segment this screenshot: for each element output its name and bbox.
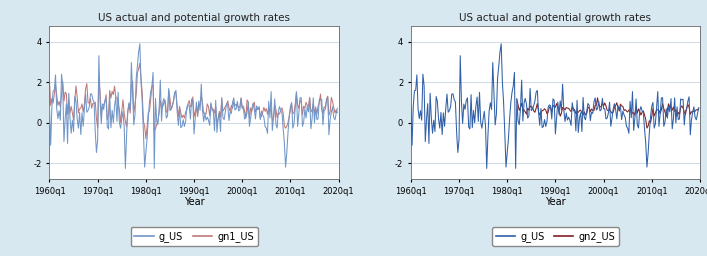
g_US [419,73,427,76]
g_US [507,101,515,104]
X-axis label: Year: Year [184,197,204,207]
g_US [315,97,324,100]
X-axis label: Year: Year [545,197,566,207]
Line: gn2_US: gn2_US [517,98,699,128]
g_US [333,107,341,110]
gn1_US [238,105,247,109]
gn2_US [694,106,703,110]
g_US [677,97,685,100]
gn1_US [57,93,66,97]
g_US [91,131,100,134]
g_US [482,167,491,170]
gn1_US [45,79,54,82]
g_US [426,92,434,95]
gn1_US [91,101,100,104]
g_US [497,42,506,45]
g_US [136,42,144,45]
gn2_US [674,111,682,114]
g_US [452,131,461,134]
g_US [45,104,54,108]
Title: US actual and potential growth rates: US actual and potential growth rates [460,13,651,24]
g_US [57,73,66,76]
gn1_US [64,99,73,102]
Line: gn1_US: gn1_US [49,63,337,139]
g_US [64,92,73,95]
Legend: g_US, gn1_US: g_US, gn1_US [131,227,257,246]
g_US [694,107,703,110]
Line: g_US: g_US [411,44,699,168]
gn1_US [145,110,153,113]
g_US [600,107,608,110]
gn1_US [141,137,150,140]
Line: g_US: g_US [49,44,337,168]
gn1_US [136,62,144,65]
gn1_US [333,111,341,114]
Title: US actual and potential growth rates: US actual and potential growth rates [98,13,290,24]
g_US [145,101,153,104]
g_US [121,167,129,170]
g_US [238,107,247,110]
g_US [407,104,415,108]
gn2_US [597,105,605,108]
Legend: g_US, gn2_US: g_US, gn2_US [492,227,619,246]
gn1_US [315,101,324,104]
